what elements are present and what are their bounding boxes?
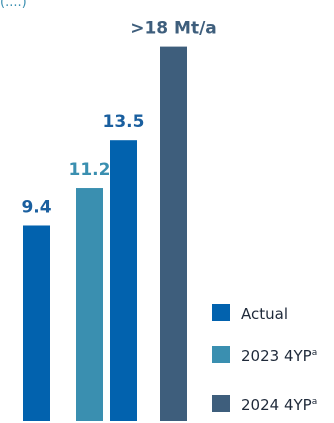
legend: Actual 2023 4YPa 2024 4YPa xyxy=(212,304,317,414)
legend-label-fyp_2024: 2024 4YPa xyxy=(241,396,317,414)
bar-value-label-2: 11.2 xyxy=(69,160,111,180)
legend-swatch-actual xyxy=(212,304,230,321)
legend-label-actual: Actual xyxy=(241,305,288,323)
partial-top-text: (....) xyxy=(0,0,27,10)
bar-value-label-1: 9.4 xyxy=(21,197,51,217)
legend-superscript: a xyxy=(312,397,318,407)
legend-superscript: a xyxy=(312,348,318,358)
bar-4 xyxy=(160,46,187,421)
bar-3 xyxy=(110,140,137,421)
bar-value-label-4: >18 Mt/a xyxy=(130,19,217,39)
legend-label-fyp_2023: 2023 4YPa xyxy=(241,347,317,365)
bar-1 xyxy=(23,225,50,421)
bar-labels-group: 9.4 11.2 13.5 >18 Mt/a xyxy=(21,19,216,218)
bars-group xyxy=(23,46,187,421)
legend-swatch-fyp_2024 xyxy=(212,395,230,412)
bar-2 xyxy=(76,188,103,421)
bar-value-label-3: 13.5 xyxy=(103,112,145,132)
legend-swatch-fyp_2023 xyxy=(212,346,230,363)
